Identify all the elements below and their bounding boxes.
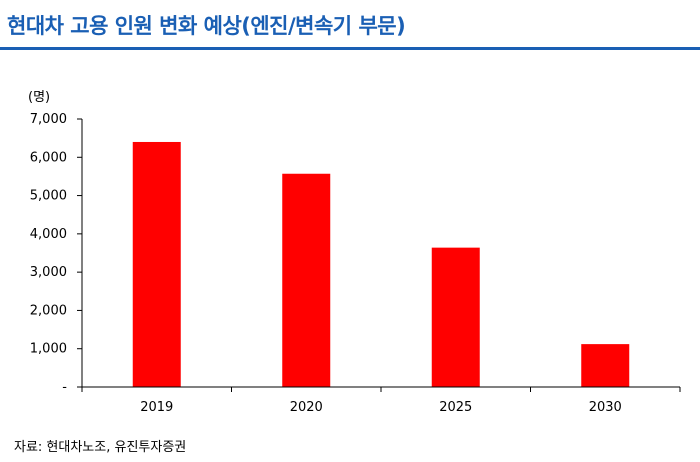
source-note: 자료: 현대차노조, 유진투자증권 [14,440,187,455]
y-tick-label: 4,000 [30,227,67,242]
x-tick-label: 2019 [140,400,173,415]
bar-2025 [431,247,480,387]
title-underline [0,47,700,50]
y-tick-label: 1,000 [30,342,67,357]
y-axis-unit-label: (명) [28,90,51,105]
y-tick-label: 3,000 [30,265,67,280]
y-tick-label: 2,000 [30,303,67,318]
y-tick-label: - [62,380,67,395]
x-tick-label: 2020 [290,400,323,415]
x-tick-label: 2025 [439,400,472,415]
bar-2019 [132,141,181,387]
y-tick-label: 5,000 [30,189,67,204]
y-tick-label: 7,000 [30,112,67,127]
x-tick-label: 2030 [589,400,622,415]
y-tick-label: 6,000 [30,150,67,165]
bar-2030 [581,344,630,387]
chart-title: 현대차 고용 인원 변화 예상(엔진/변속기 부문) [7,14,406,38]
bar-2020 [282,173,331,387]
